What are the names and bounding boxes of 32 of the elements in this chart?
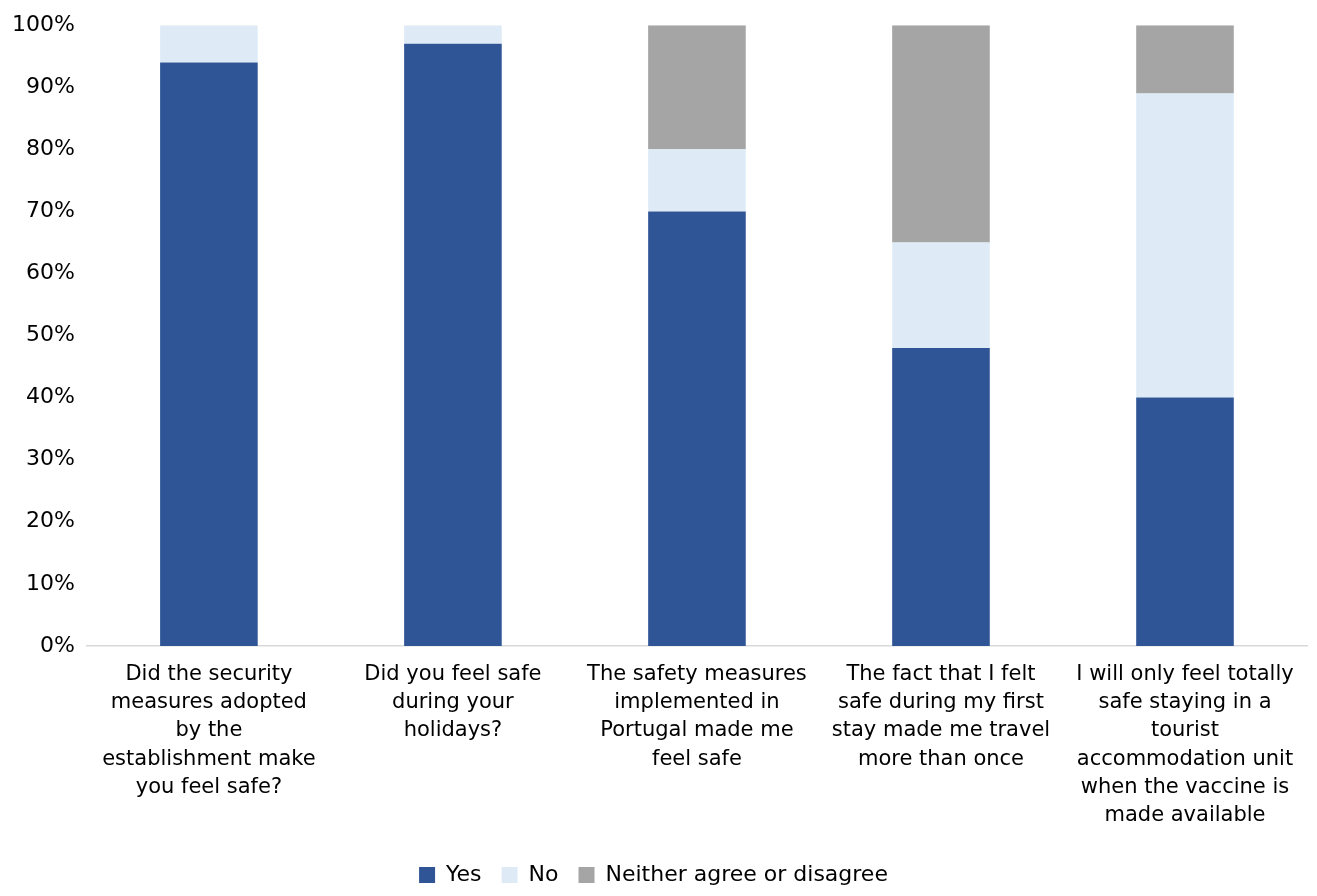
bar [1136,397,1234,646]
bar [404,43,502,646]
y-tick-label: 40% [25,383,75,409]
bar [404,25,502,44]
bar [648,211,746,646]
bar [648,149,746,212]
bar [160,25,258,63]
bar [160,62,258,646]
y-tick-label: 50% [25,321,75,347]
y-tick-label: 80% [25,135,75,161]
legend-label: Yes [445,860,482,886]
bar [892,242,990,348]
x-tick-label: Did you feel safe during your holidays? [364,660,542,742]
y-tick-label: 70% [25,197,75,223]
bar [648,25,746,150]
y-tick-label: 100% [11,10,75,36]
x-tick-label: I will only feel totally safe staying in a tourist accommodation unit when the vaccine is made available [1076,660,1294,827]
bar [1136,93,1234,398]
y-tick-label: 0% [39,631,75,657]
legend-label: Neither agree or disagree [605,860,888,886]
y-tick-label: 60% [25,259,75,285]
legend-label: No [528,860,559,886]
x-tick-label: The safety measures implemented in Portugal made me feel safe [586,660,807,770]
y-tick-label: 10% [25,569,75,595]
bar [1136,25,1234,94]
y-tick-label: 20% [25,507,75,533]
x-tick-label: The fact that I felt safe during my first stay made me travel more than once [831,660,1051,770]
y-tick-label: 30% [25,445,75,471]
x-tick-label: Did the security measures adopted by the establishment make you feel safe? [102,660,316,798]
bar [892,25,990,243]
y-tick-label: 90% [25,72,75,98]
bar [892,347,990,646]
